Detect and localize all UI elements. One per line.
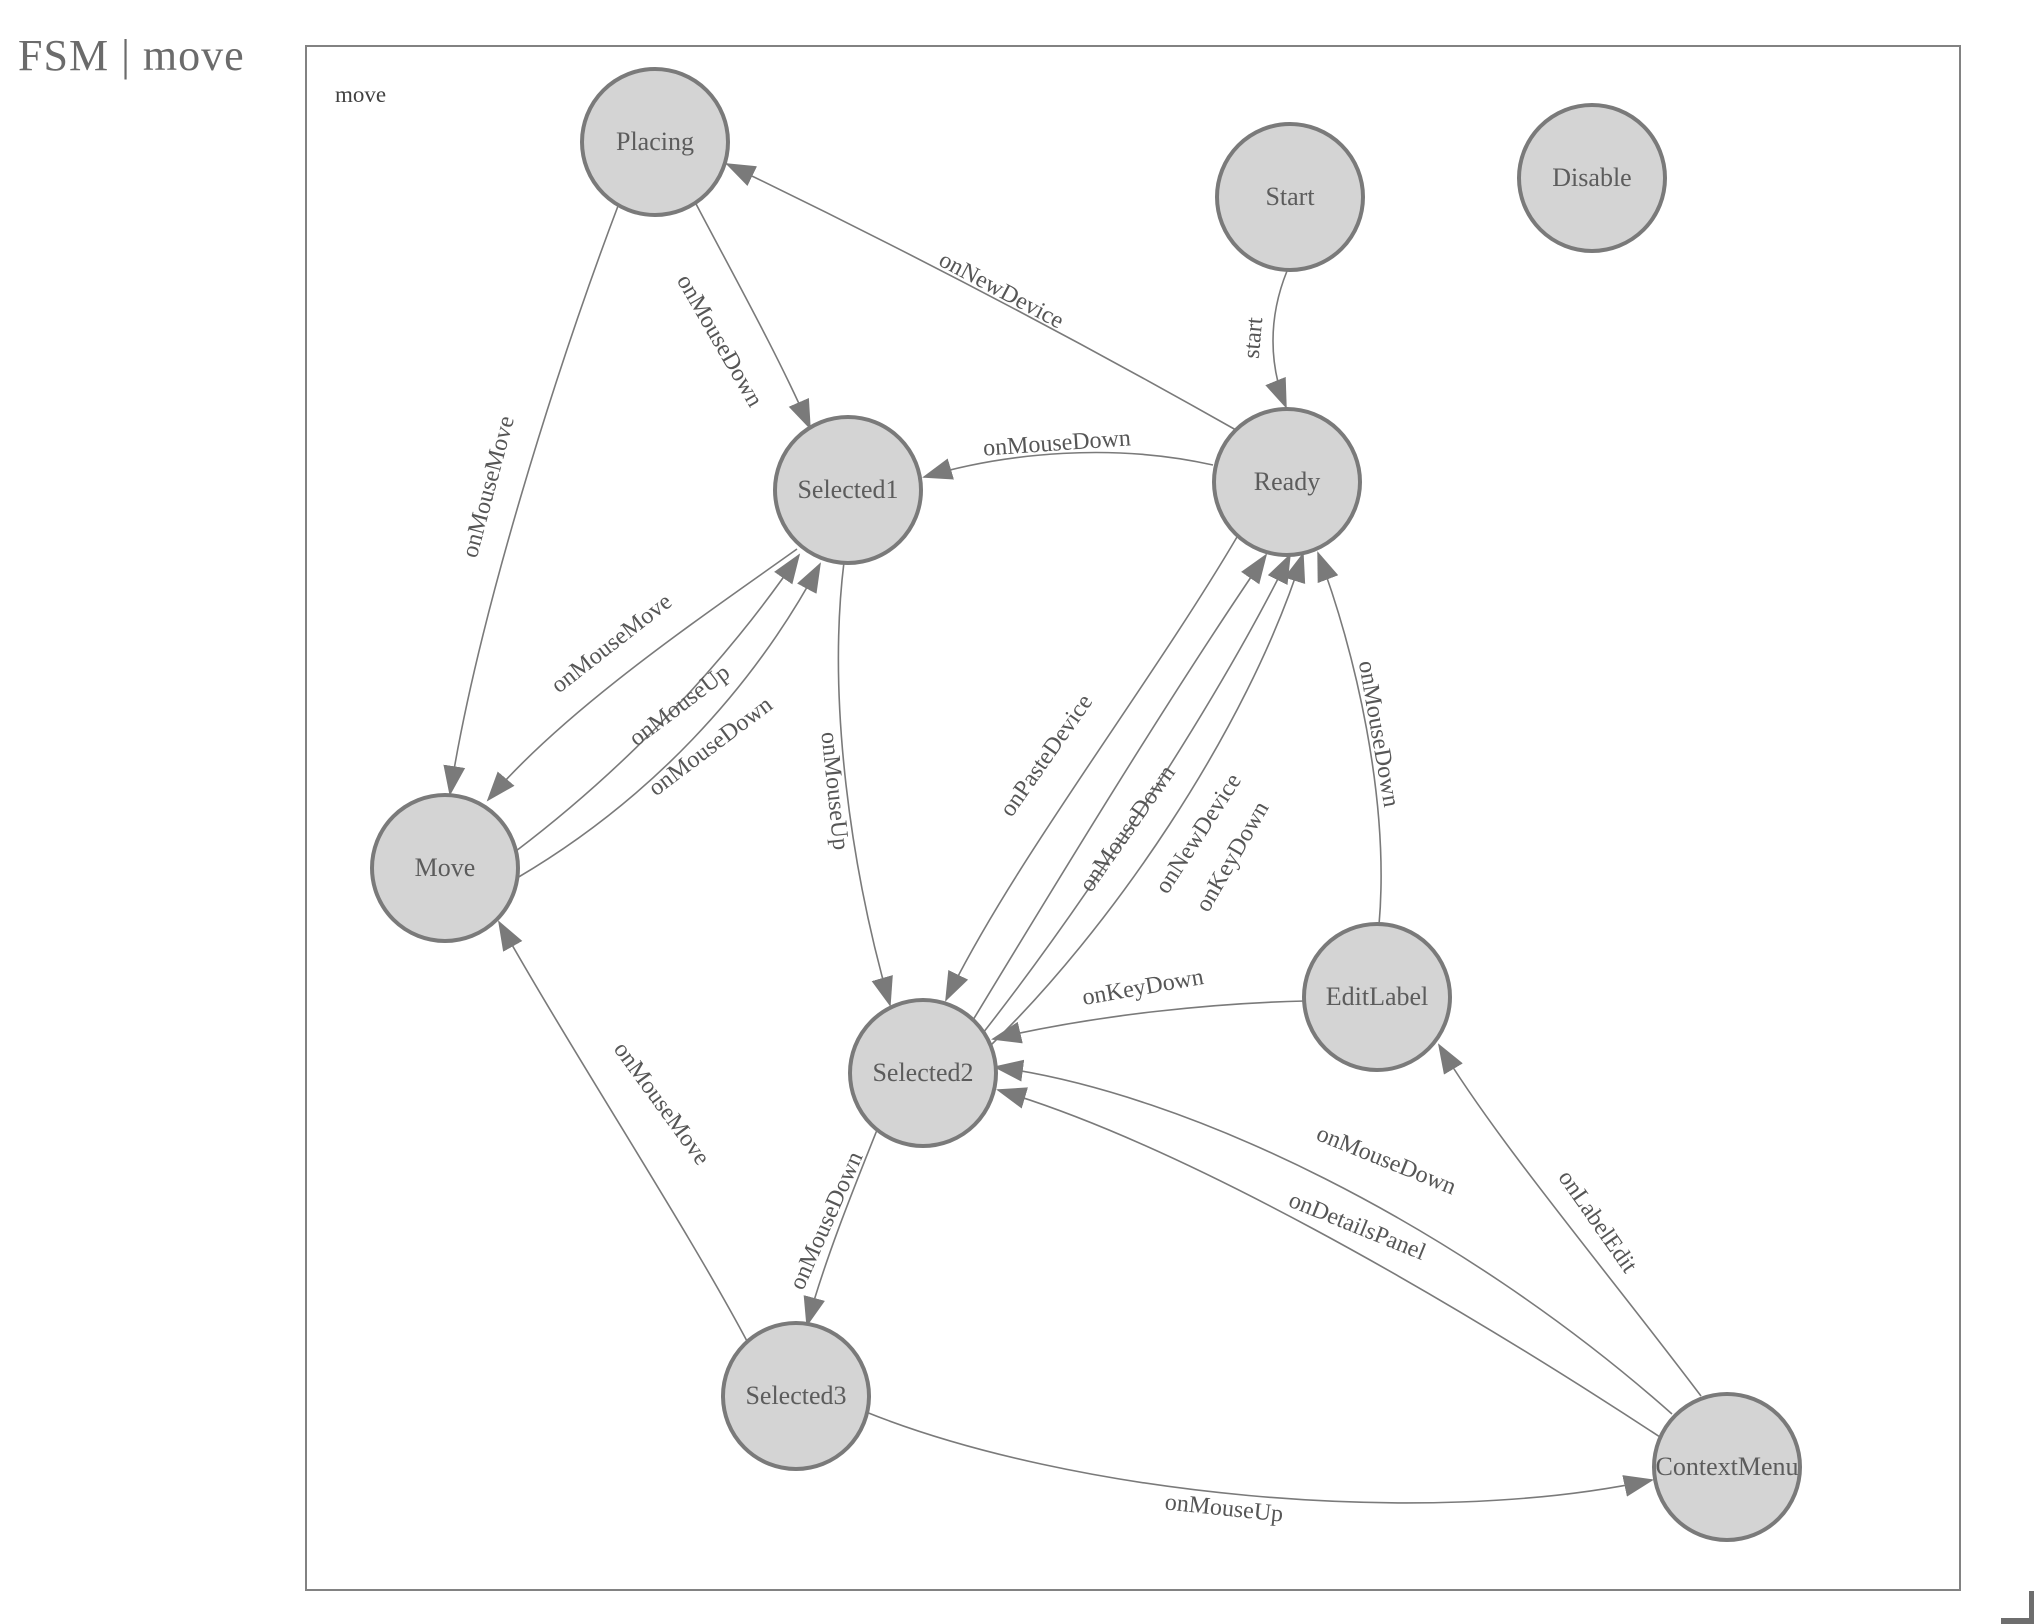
diagram-canvas (305, 45, 1961, 1591)
canvas-mode-label: move (335, 82, 387, 107)
state-node-disable[interactable]: Disable (1517, 103, 1667, 253)
transition-edge-contextmenu-editlabel (1437, 1043, 1702, 1397)
state-node-label: Selected2 (872, 1058, 974, 1087)
transition-edge-selected2-ready (972, 553, 1268, 1021)
state-node-label: Ready (1253, 467, 1321, 496)
scroll-corner-icon (2001, 1618, 2034, 1624)
state-node-label: Disable (1552, 163, 1632, 192)
transition-edge-selected2-ready (989, 552, 1306, 1047)
transition-edge-selected2-ready (982, 553, 1291, 1034)
transition-edge-ready-selected1 (922, 451, 1214, 480)
transition-edge-contextmenu-selected2 (993, 1059, 1673, 1415)
scroll-corner-icon (2029, 1591, 2034, 1624)
state-node-editlabel[interactable]: EditLabel (1302, 922, 1452, 1072)
transition-edge-selected1-move (486, 548, 798, 802)
state-node-label: ContextMenu (1655, 1452, 1799, 1481)
transition-edge-selected2-selected3 (803, 1129, 878, 1327)
state-node-placing[interactable]: Placing (580, 67, 730, 217)
transition-edge-editlabel-selected2 (991, 1000, 1306, 1044)
state-node-label: Selected1 (797, 475, 899, 504)
state-node-move[interactable]: Move (370, 793, 520, 943)
transition-edge-move-selected1 (516, 562, 821, 879)
state-node-label: Start (1265, 182, 1315, 211)
page-title: FSM | move (18, 31, 245, 80)
state-node-ready[interactable]: Ready (1212, 407, 1362, 557)
state-node-label: Placing (616, 127, 694, 156)
transition-edge-start-ready (1265, 270, 1288, 409)
state-node-selected3[interactable]: Selected3 (721, 1321, 871, 1471)
state-node-selected1[interactable]: Selected1 (773, 415, 923, 565)
transition-edge-ready-selected2 (945, 536, 1238, 1002)
transition-edge-move-selected1 (515, 553, 801, 852)
state-node-contextmenu[interactable]: ContextMenu (1652, 1392, 1802, 1542)
transition-edge-ready-placing (725, 163, 1237, 431)
state-node-selected2[interactable]: Selected2 (848, 998, 998, 1148)
transition-edge-placing-selected1 (694, 201, 811, 430)
state-node-start[interactable]: Start (1215, 122, 1365, 272)
transition-edge-contextmenu-selected2 (996, 1087, 1661, 1438)
transition-edge-selected1-selected2 (837, 561, 893, 1007)
transition-edge-editlabel-ready (1317, 551, 1382, 926)
transition-edge-selected3-contextmenu (865, 1411, 1654, 1504)
transition-edge-placing-move (443, 205, 619, 796)
state-node-label: Move (414, 853, 476, 882)
state-node-label: Selected3 (745, 1381, 847, 1410)
state-node-label: EditLabel (1325, 982, 1429, 1011)
transition-edge-selected3-move (498, 920, 749, 1344)
